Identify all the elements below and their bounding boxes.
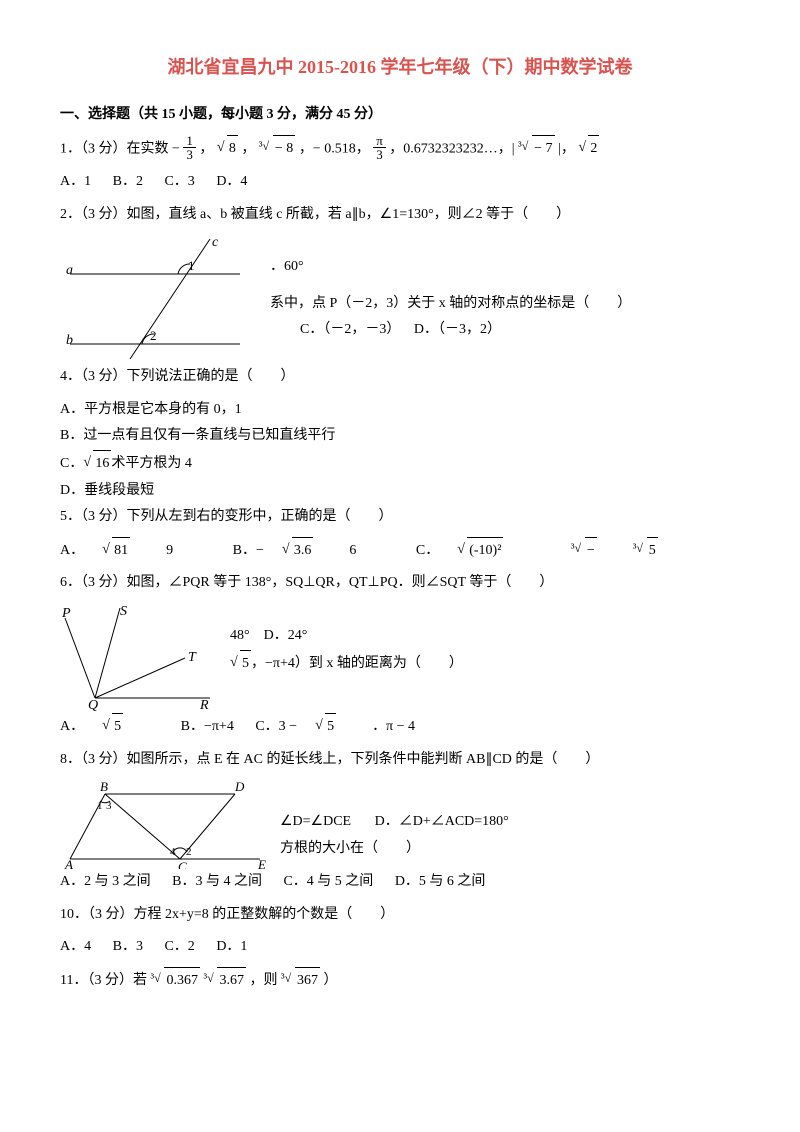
text: 方根的大小在（ ） — [280, 836, 509, 863]
svg-text:D: D — [234, 779, 245, 794]
svg-text:c: c — [212, 235, 219, 250]
question-11: 11．（3 分）若 0.367 3.67 ，则 367 ） — [60, 967, 740, 995]
fraction-icon: π3 — [373, 134, 386, 162]
figure-q6: P S T R Q — [60, 603, 220, 713]
option-a: A．5 — [60, 719, 159, 734]
option-c: C．（－2，－3） — [300, 322, 400, 337]
option-b: B．2 — [113, 174, 143, 189]
q1-stem-a: 1．（3 分）在实数 − — [60, 141, 180, 156]
question-4: 4．（3 分）下列说法正确的是（ ） — [60, 364, 740, 391]
svg-text:B: B — [100, 779, 108, 794]
option-d: D．垂线段最短 — [60, 478, 740, 505]
sqrt-icon: 8 — [217, 135, 238, 163]
figure-q2: a b c 1 2 — [60, 234, 260, 364]
option-d: D．∠D+∠ACD=180° — [375, 814, 509, 829]
text: 11．（3 分）若 — [60, 973, 147, 988]
svg-text:T: T — [188, 650, 197, 665]
svg-text:P: P — [61, 606, 71, 621]
question-5: 5．（3 分）下列从左到右的变形中，正确的是（ ） — [60, 504, 740, 531]
figure-q8: A B D C E 3 1 4 2 — [60, 779, 270, 869]
svg-text:a: a — [66, 263, 73, 278]
svg-text:1: 1 — [188, 258, 195, 273]
svg-text:C: C — [178, 859, 187, 869]
sqrt-icon: 2 — [578, 135, 599, 163]
q5-options: A．819 B．−3.66 C．(-10)² −5 — [60, 537, 740, 565]
fraction-icon: 13 — [183, 134, 196, 162]
q9-options: A．2 与 3 之间 B．3 与 4 之间 C．4 与 5 之间 D．5 与 6… — [60, 869, 740, 896]
q8-side: ∠D=∠DCE D．∠D+∠ACD=180° 方根的大小在（ ） — [280, 779, 509, 862]
q10-options: A．4 B．3 C．2 D．1 — [60, 934, 740, 961]
svg-text:S: S — [120, 604, 127, 619]
q1-options: A．1 B．2 C．3 D．4 — [60, 169, 740, 196]
text: 系中，点 P（－2，3）关于 x 轴的对称点的坐标是（ ） — [270, 291, 631, 318]
question-10: 10．（3 分）方程 2x+y=8 的正整数解的个数是（ ） — [60, 902, 740, 929]
svg-text:E: E — [257, 857, 266, 869]
option-a: A．1 — [60, 174, 91, 189]
sqrt-icon: 5 — [230, 650, 251, 678]
option-b: B．−π+4 — [181, 719, 234, 734]
option-c: C．4 与 5 之间 — [283, 874, 373, 889]
option-d: D．4 — [216, 174, 247, 189]
question-2: 2．（3 分）如图，直线 a、b 被直线 c 所截，若 a∥b，∠1=130°，… — [60, 202, 740, 229]
option-b: B．过一点有且仅有一条直线与已知直线平行 — [60, 423, 740, 450]
svg-text:Q: Q — [88, 698, 98, 713]
text: ．60° — [270, 254, 631, 281]
question-1: 1．（3 分）在实数 − 13 ， 8 ， − 8 ，− 0.518， π3 ，… — [60, 135, 740, 163]
text: ，− 0.518， — [299, 141, 370, 156]
option-b: B．3 — [113, 939, 143, 954]
sqrt-icon: 16 — [83, 450, 111, 478]
svg-text:2: 2 — [150, 328, 157, 343]
option-a: A．819 — [60, 543, 191, 558]
option-b: B．−3.66 — [233, 543, 375, 558]
option-d: D．24° — [264, 628, 308, 643]
svg-text:A: A — [64, 857, 73, 869]
option-d: −5 — [571, 543, 694, 558]
cbrt-icon: − 7 — [518, 135, 554, 163]
cbrt-icon: 3.67 — [203, 967, 246, 995]
option-a: A．4 — [60, 939, 91, 954]
option-c: ∠D=∠DCE — [280, 814, 351, 829]
cbrt-icon: 0.367 — [150, 967, 200, 995]
question-8: 8．（3 分）如图所示，点 E 在 AC 的延长线上，下列条件中能判断 AB∥C… — [60, 747, 740, 774]
q2-side: ．60° 系中，点 P（－2，3）关于 x 轴的对称点的坐标是（ ） C．（－2… — [270, 234, 631, 344]
question-6: 6．（3 分）如图，∠PQR 等于 138°，SQ⊥QR，QT⊥PQ．则∠SQT… — [60, 570, 740, 597]
cbrt-icon: 367 — [281, 967, 320, 995]
option-c: C．(-10)² — [416, 543, 540, 558]
svg-text:b: b — [66, 333, 73, 348]
page-title: 湖北省宜昌九中 2015-2016 学年七年级（下）期中数学试卷 — [60, 50, 740, 84]
option-d: D．1 — [216, 939, 247, 954]
text: |， — [558, 141, 575, 156]
text: ，−π+4）到 x 轴的距离为（ ） — [251, 656, 463, 671]
option-d: D．5 与 6 之间 — [395, 874, 486, 889]
text: ，则 — [249, 973, 277, 988]
q6-side: 48° D．24° 5，−π+4）到 x 轴的距离为（ ） — [230, 603, 463, 677]
svg-text:R: R — [199, 698, 209, 713]
text: ） — [323, 973, 337, 988]
option-b: B．3 与 4 之间 — [172, 874, 262, 889]
q7-options: A．5 B．−π+4 C．3 −5．π − 4 — [60, 713, 740, 741]
section-heading: 一、选择题（共 15 小题，每小题 3 分，满分 45 分） — [60, 102, 740, 129]
option-c: C．3 — [164, 174, 194, 189]
option-c: C．3 −5．π − 4 — [255, 719, 433, 734]
option-a: A．平方根是它本身的有 0，1 — [60, 397, 740, 424]
option-d: D．（－3，2） — [414, 322, 501, 337]
option-a: A．2 与 3 之间 — [60, 874, 151, 889]
text: ， — [199, 141, 213, 156]
option-c: C．2 — [164, 939, 194, 954]
text: ，0.6732323232…，| — [389, 141, 514, 156]
text: ， — [241, 141, 255, 156]
cbrt-icon: − 8 — [259, 135, 295, 163]
text: 48° — [230, 628, 250, 643]
option-c: C．16术平方根为 4 — [60, 450, 740, 478]
